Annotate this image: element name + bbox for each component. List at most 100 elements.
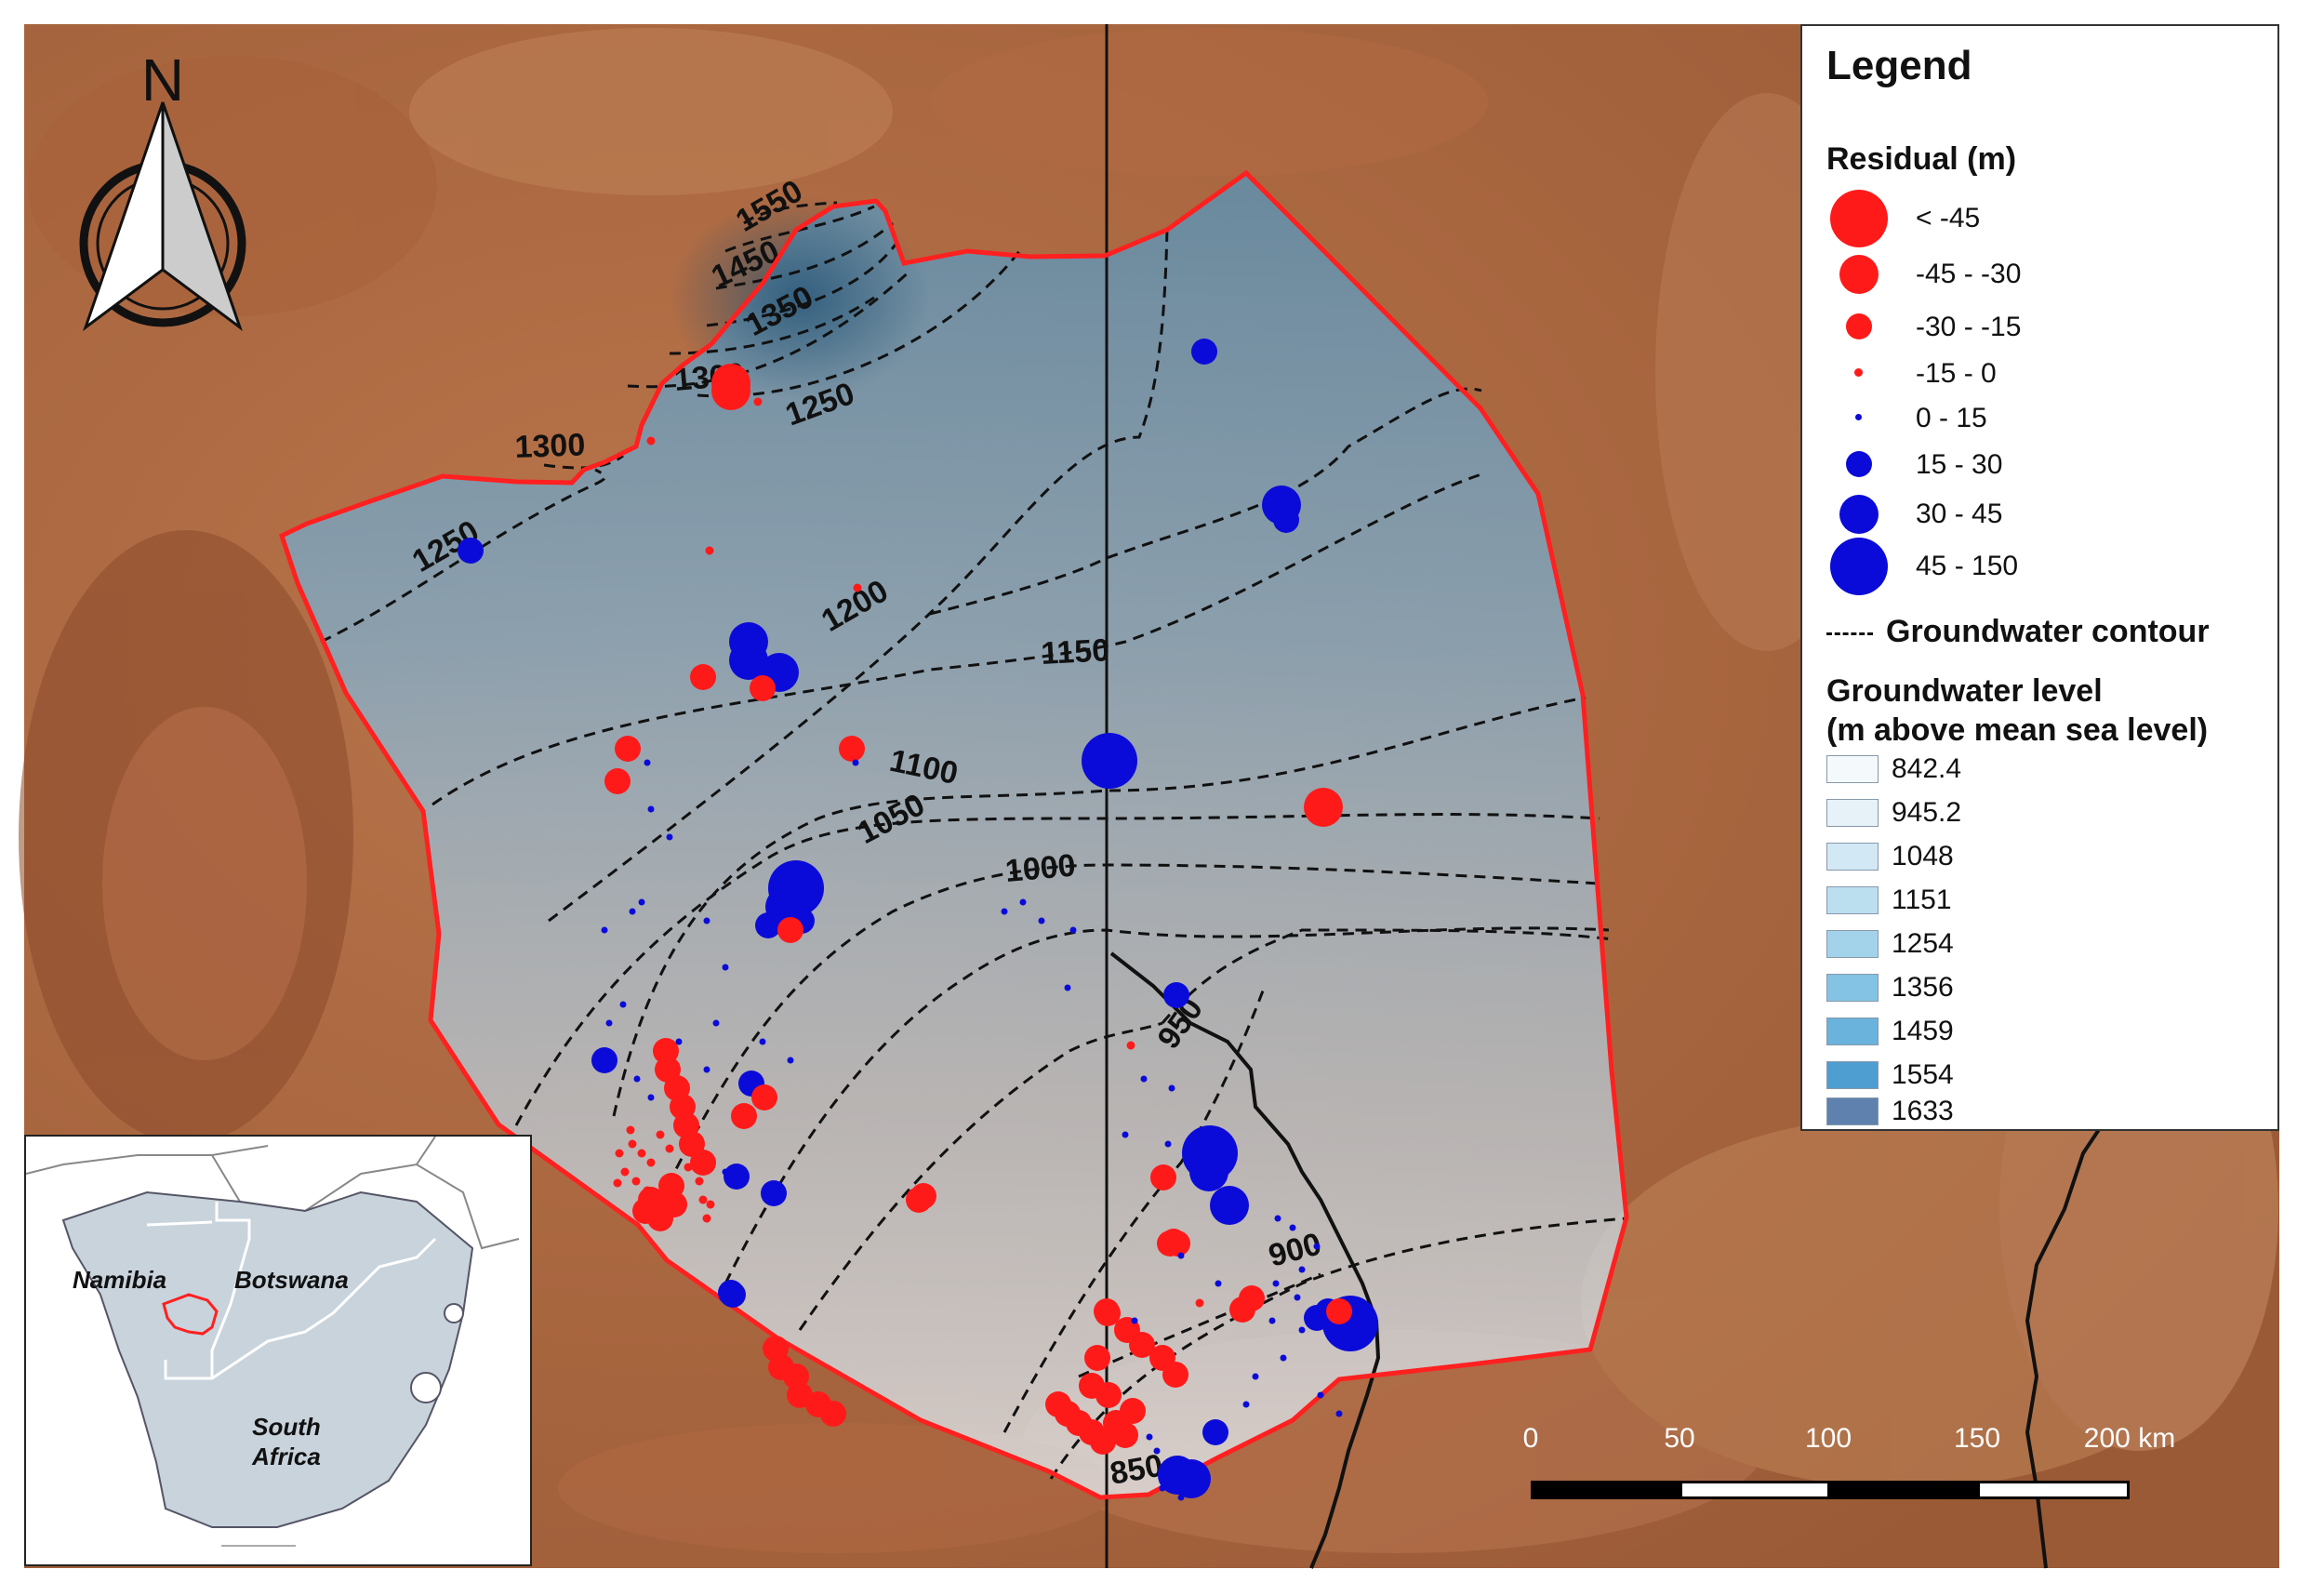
negative-residual-point [1095,1382,1122,1408]
contour-legend-label: Groundwater contour [1886,614,2210,649]
positive-residual-point [1122,1131,1129,1138]
positive-residual-point [638,898,645,906]
level-class-label: 1356 [1892,972,1954,1003]
river-line-east [2025,1096,2122,1569]
level-class-label: 1151 [1892,884,1952,915]
positive-residual-point [1019,898,1027,906]
positive-residual-point [1177,1494,1185,1501]
level-class-item: 1356 [1826,968,2105,1007]
level-class-label: 1554 [1892,1059,1954,1090]
contour-line [1078,1272,1321,1378]
river-line [1109,951,1381,1569]
negative-residual-point [1126,1041,1135,1050]
positive-residual-point [1274,1215,1281,1222]
residual-class-label: 0 - 15 [1916,403,1987,433]
positive-residual-point [675,1038,683,1045]
positive-residual-point [720,1282,746,1308]
negative-residual-point [646,436,656,446]
level-swatch [1826,886,1879,914]
residual-symbol [1854,368,1863,377]
contour-line [432,472,1482,806]
negative-residual-point [853,583,862,592]
negative-residual-point [820,1401,846,1427]
positive-residual-point [1069,926,1077,934]
level-swatch [1826,1061,1879,1089]
negative-residual-point [626,1125,635,1135]
negative-residual-point [1239,1285,1265,1311]
contour-line [1049,1217,1628,1480]
contour-line [514,813,1600,1126]
negative-residual-point [620,1167,630,1177]
residual-class-label: -45 - -30 [1916,259,2022,289]
contour-line [612,696,1587,1117]
level-swatch [1826,755,1879,783]
positive-residual-point [1289,1224,1296,1231]
negative-residual-point [698,1195,708,1204]
positive-residual-point [1294,1294,1301,1301]
contour-line [798,1021,1163,1331]
residual-class-item: 15 - 30 [1802,436,2267,492]
negative-residual-point [637,1149,646,1158]
positive-residual-point [1268,1317,1276,1324]
negative-residual-point [615,736,641,762]
positive-residual-point [755,912,781,938]
level-class-item: 1254 [1826,924,2105,964]
residual-class-label: -30 - -15 [1916,312,2022,342]
contour-line [706,241,899,327]
positive-residual-point [1164,1140,1172,1148]
positive-residual-point [1189,1152,1228,1191]
scale-segment [1680,1481,1830,1499]
contour-line [548,227,1169,923]
positive-residual-point [1210,1186,1249,1225]
country-borders [146,1202,437,1380]
north-arrow: N [79,47,246,332]
negative-residual-point [750,675,776,701]
level-swatch [1826,799,1879,827]
positive-residual-point [1298,1326,1306,1334]
level-class-label: 945.2 [1892,797,1962,828]
north-label: N [141,47,184,113]
positive-residual-point [1273,507,1299,533]
label-south-africa: South Africa [252,1413,321,1470]
study-area-inset-outline [162,1293,219,1336]
residual-symbol [1830,190,1888,247]
positive-residual-point [619,1001,627,1008]
positive-residual-point [712,1019,720,1027]
level-class-item: 1633 [1826,1092,2105,1131]
positive-residual-point [787,1057,794,1064]
residual-class-label: 45 - 150 [1916,551,2019,581]
negative-residual-point [777,917,803,943]
negative-residual-point [1094,1298,1120,1324]
contour-line [929,387,1482,616]
scale-segment [1828,1481,1979,1499]
negative-residual-point [690,664,716,690]
contour-label: 1000 [1003,848,1077,889]
residual-class-label: < -45 [1916,203,1981,233]
positive-residual-point [1158,1456,1197,1495]
residual-heading: Residual (m) [1826,141,2017,177]
contour-line [1161,928,1614,1024]
positive-residual-point [647,1094,655,1101]
positive-residual-point [1064,984,1071,991]
negative-residual-point [656,1130,665,1139]
positive-residual-point [1082,733,1137,789]
scale-label: 50 [1664,1423,1695,1454]
positive-residual-point [722,1168,729,1176]
border-line [164,1202,251,1380]
negative-residual-point [1195,1298,1204,1308]
negative-residual-point [702,1214,711,1223]
positive-residual-point [703,1066,710,1073]
positive-residual-point [1272,1280,1280,1287]
positive-residual-point [605,1019,613,1027]
border-line [416,1137,436,1165]
residual-symbol [1830,538,1888,595]
level-swatch [1826,974,1879,1002]
positive-residual-point [633,1075,641,1083]
positive-residual-point [1140,1075,1148,1083]
positive-residual-point [644,759,651,766]
contour-line [743,201,838,225]
residual-class-item: -45 - -30 [1802,246,2267,301]
border-line [26,1145,269,1175]
positive-residual-point [1317,1391,1324,1399]
contour-symbol [1826,632,1873,635]
